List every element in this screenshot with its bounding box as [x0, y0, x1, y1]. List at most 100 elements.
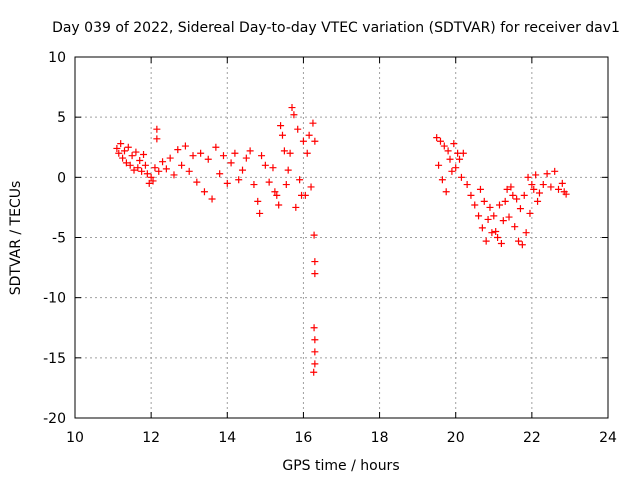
x-tick-label: 20: [447, 430, 465, 446]
data-point: [292, 203, 300, 211]
data-point: [174, 146, 182, 154]
data-point: [151, 164, 159, 172]
data-point: [143, 170, 151, 178]
data-point: [484, 215, 492, 223]
data-point: [258, 152, 266, 160]
data-point: [503, 185, 511, 193]
x-tick-label: 16: [295, 430, 313, 446]
y-tick-label: -10: [43, 291, 66, 307]
data-point: [310, 231, 318, 239]
x-tick-label: 22: [523, 430, 541, 446]
data-point: [497, 240, 505, 248]
data-point: [159, 158, 167, 166]
data-point: [278, 131, 286, 139]
x-tick-label: 12: [142, 430, 160, 446]
data-point: [286, 149, 294, 157]
data-point: [446, 155, 454, 163]
data-point: [197, 149, 205, 157]
data-point: [250, 181, 258, 189]
data-point: [265, 178, 273, 186]
data-point: [124, 143, 132, 151]
data-point: [551, 167, 559, 175]
data-point: [528, 181, 536, 189]
data-point: [277, 122, 285, 130]
data-point: [526, 209, 534, 217]
data-point: [311, 137, 319, 145]
y-tick-label: -15: [43, 351, 66, 367]
data-point: [185, 167, 193, 175]
data-point: [273, 191, 281, 199]
y-tick-label: -5: [52, 231, 66, 247]
data-point: [490, 212, 498, 220]
data-point: [467, 191, 475, 199]
data-point: [492, 227, 500, 235]
x-tick-label: 10: [66, 430, 84, 446]
data-point: [501, 197, 509, 205]
data-point: [256, 209, 264, 217]
y-tick-label: 0: [57, 170, 66, 186]
data-point: [311, 360, 319, 368]
data-point: [547, 183, 555, 191]
data-point: [309, 119, 317, 127]
data-point: [204, 155, 212, 163]
data-point: [282, 181, 290, 189]
data-point: [303, 149, 311, 157]
data-point: [495, 201, 503, 209]
axis-ticks: 10 12 14 16 18 20 22 24 10 5 0 -5 -10 -15 -20: [43, 50, 617, 446]
data-point: [311, 258, 319, 266]
data-point: [193, 178, 201, 186]
data-point: [534, 197, 542, 205]
data-point: [539, 181, 547, 189]
data-point: [235, 176, 243, 184]
data-point: [153, 125, 161, 133]
data-point: [532, 171, 540, 179]
data-point: [311, 270, 319, 278]
data-point: [170, 171, 178, 179]
data-point: [113, 144, 121, 152]
data-point: [562, 190, 570, 198]
data-point: [200, 188, 208, 196]
y-tick-label: 5: [57, 110, 66, 126]
data-point: [310, 368, 318, 376]
data-point: [530, 185, 538, 193]
data-point: [271, 188, 279, 196]
data-point: [471, 201, 479, 209]
data-point: [448, 167, 456, 175]
data-point: [438, 176, 446, 184]
data-point: [261, 161, 269, 169]
data-point: [520, 191, 528, 199]
data-point: [524, 173, 532, 181]
data-point: [505, 213, 513, 221]
data-point: [145, 179, 153, 187]
data-point: [475, 212, 483, 220]
data-point: [516, 205, 524, 213]
data-point: [311, 348, 319, 356]
data-point: [288, 104, 296, 112]
data-point: [216, 170, 224, 178]
data-point: [435, 161, 443, 169]
data-point: [307, 183, 315, 191]
data-point: [436, 137, 444, 145]
data-point: [117, 140, 125, 148]
data-point: [149, 177, 157, 185]
data-point: [239, 166, 247, 174]
data-point: [128, 152, 136, 160]
data-point: [452, 164, 460, 172]
data-point: [463, 181, 471, 189]
data-point: [440, 142, 448, 150]
chart-title: Day 039 of 2022, Sidereal Day-to-day VTE…: [52, 20, 620, 36]
data-point: [480, 197, 488, 205]
y-tick-label: 10: [48, 50, 66, 66]
data-point: [433, 134, 441, 142]
data-point: [296, 176, 304, 184]
data-point: [478, 224, 486, 232]
data-point: [242, 154, 250, 162]
data-point: [509, 191, 517, 199]
data-point: [275, 201, 283, 209]
data-point: [488, 229, 496, 237]
data-point: [558, 179, 566, 187]
data-point: [134, 164, 142, 172]
data-point: [147, 173, 155, 181]
data-point: [166, 154, 174, 162]
